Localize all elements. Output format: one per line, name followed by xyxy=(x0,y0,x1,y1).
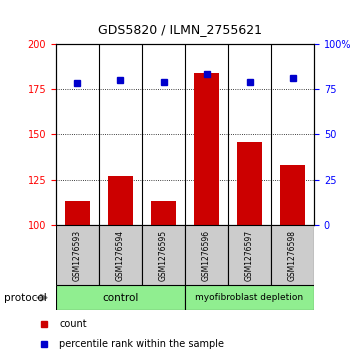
FancyBboxPatch shape xyxy=(185,225,228,285)
Bar xyxy=(65,201,90,225)
Text: GSM1276594: GSM1276594 xyxy=(116,229,125,281)
Text: GSM1276598: GSM1276598 xyxy=(288,229,297,281)
Bar xyxy=(151,201,177,225)
FancyBboxPatch shape xyxy=(56,285,185,310)
Text: control: control xyxy=(102,293,139,303)
FancyBboxPatch shape xyxy=(99,225,142,285)
Text: protocol: protocol xyxy=(4,293,46,303)
Text: GDS5820 / ILMN_2755621: GDS5820 / ILMN_2755621 xyxy=(99,23,262,36)
FancyBboxPatch shape xyxy=(56,225,99,285)
Text: GSM1276596: GSM1276596 xyxy=(202,229,211,281)
Text: GSM1276595: GSM1276595 xyxy=(159,229,168,281)
Text: count: count xyxy=(59,319,87,329)
FancyBboxPatch shape xyxy=(185,285,314,310)
Bar xyxy=(193,73,219,225)
FancyBboxPatch shape xyxy=(271,225,314,285)
Text: percentile rank within the sample: percentile rank within the sample xyxy=(59,339,225,349)
Bar xyxy=(280,165,305,225)
FancyBboxPatch shape xyxy=(142,225,185,285)
Text: GSM1276593: GSM1276593 xyxy=(73,229,82,281)
Text: myofibroblast depletion: myofibroblast depletion xyxy=(195,293,304,302)
FancyBboxPatch shape xyxy=(228,225,271,285)
Bar xyxy=(237,142,262,225)
Bar xyxy=(108,176,134,225)
Text: GSM1276597: GSM1276597 xyxy=(245,229,254,281)
